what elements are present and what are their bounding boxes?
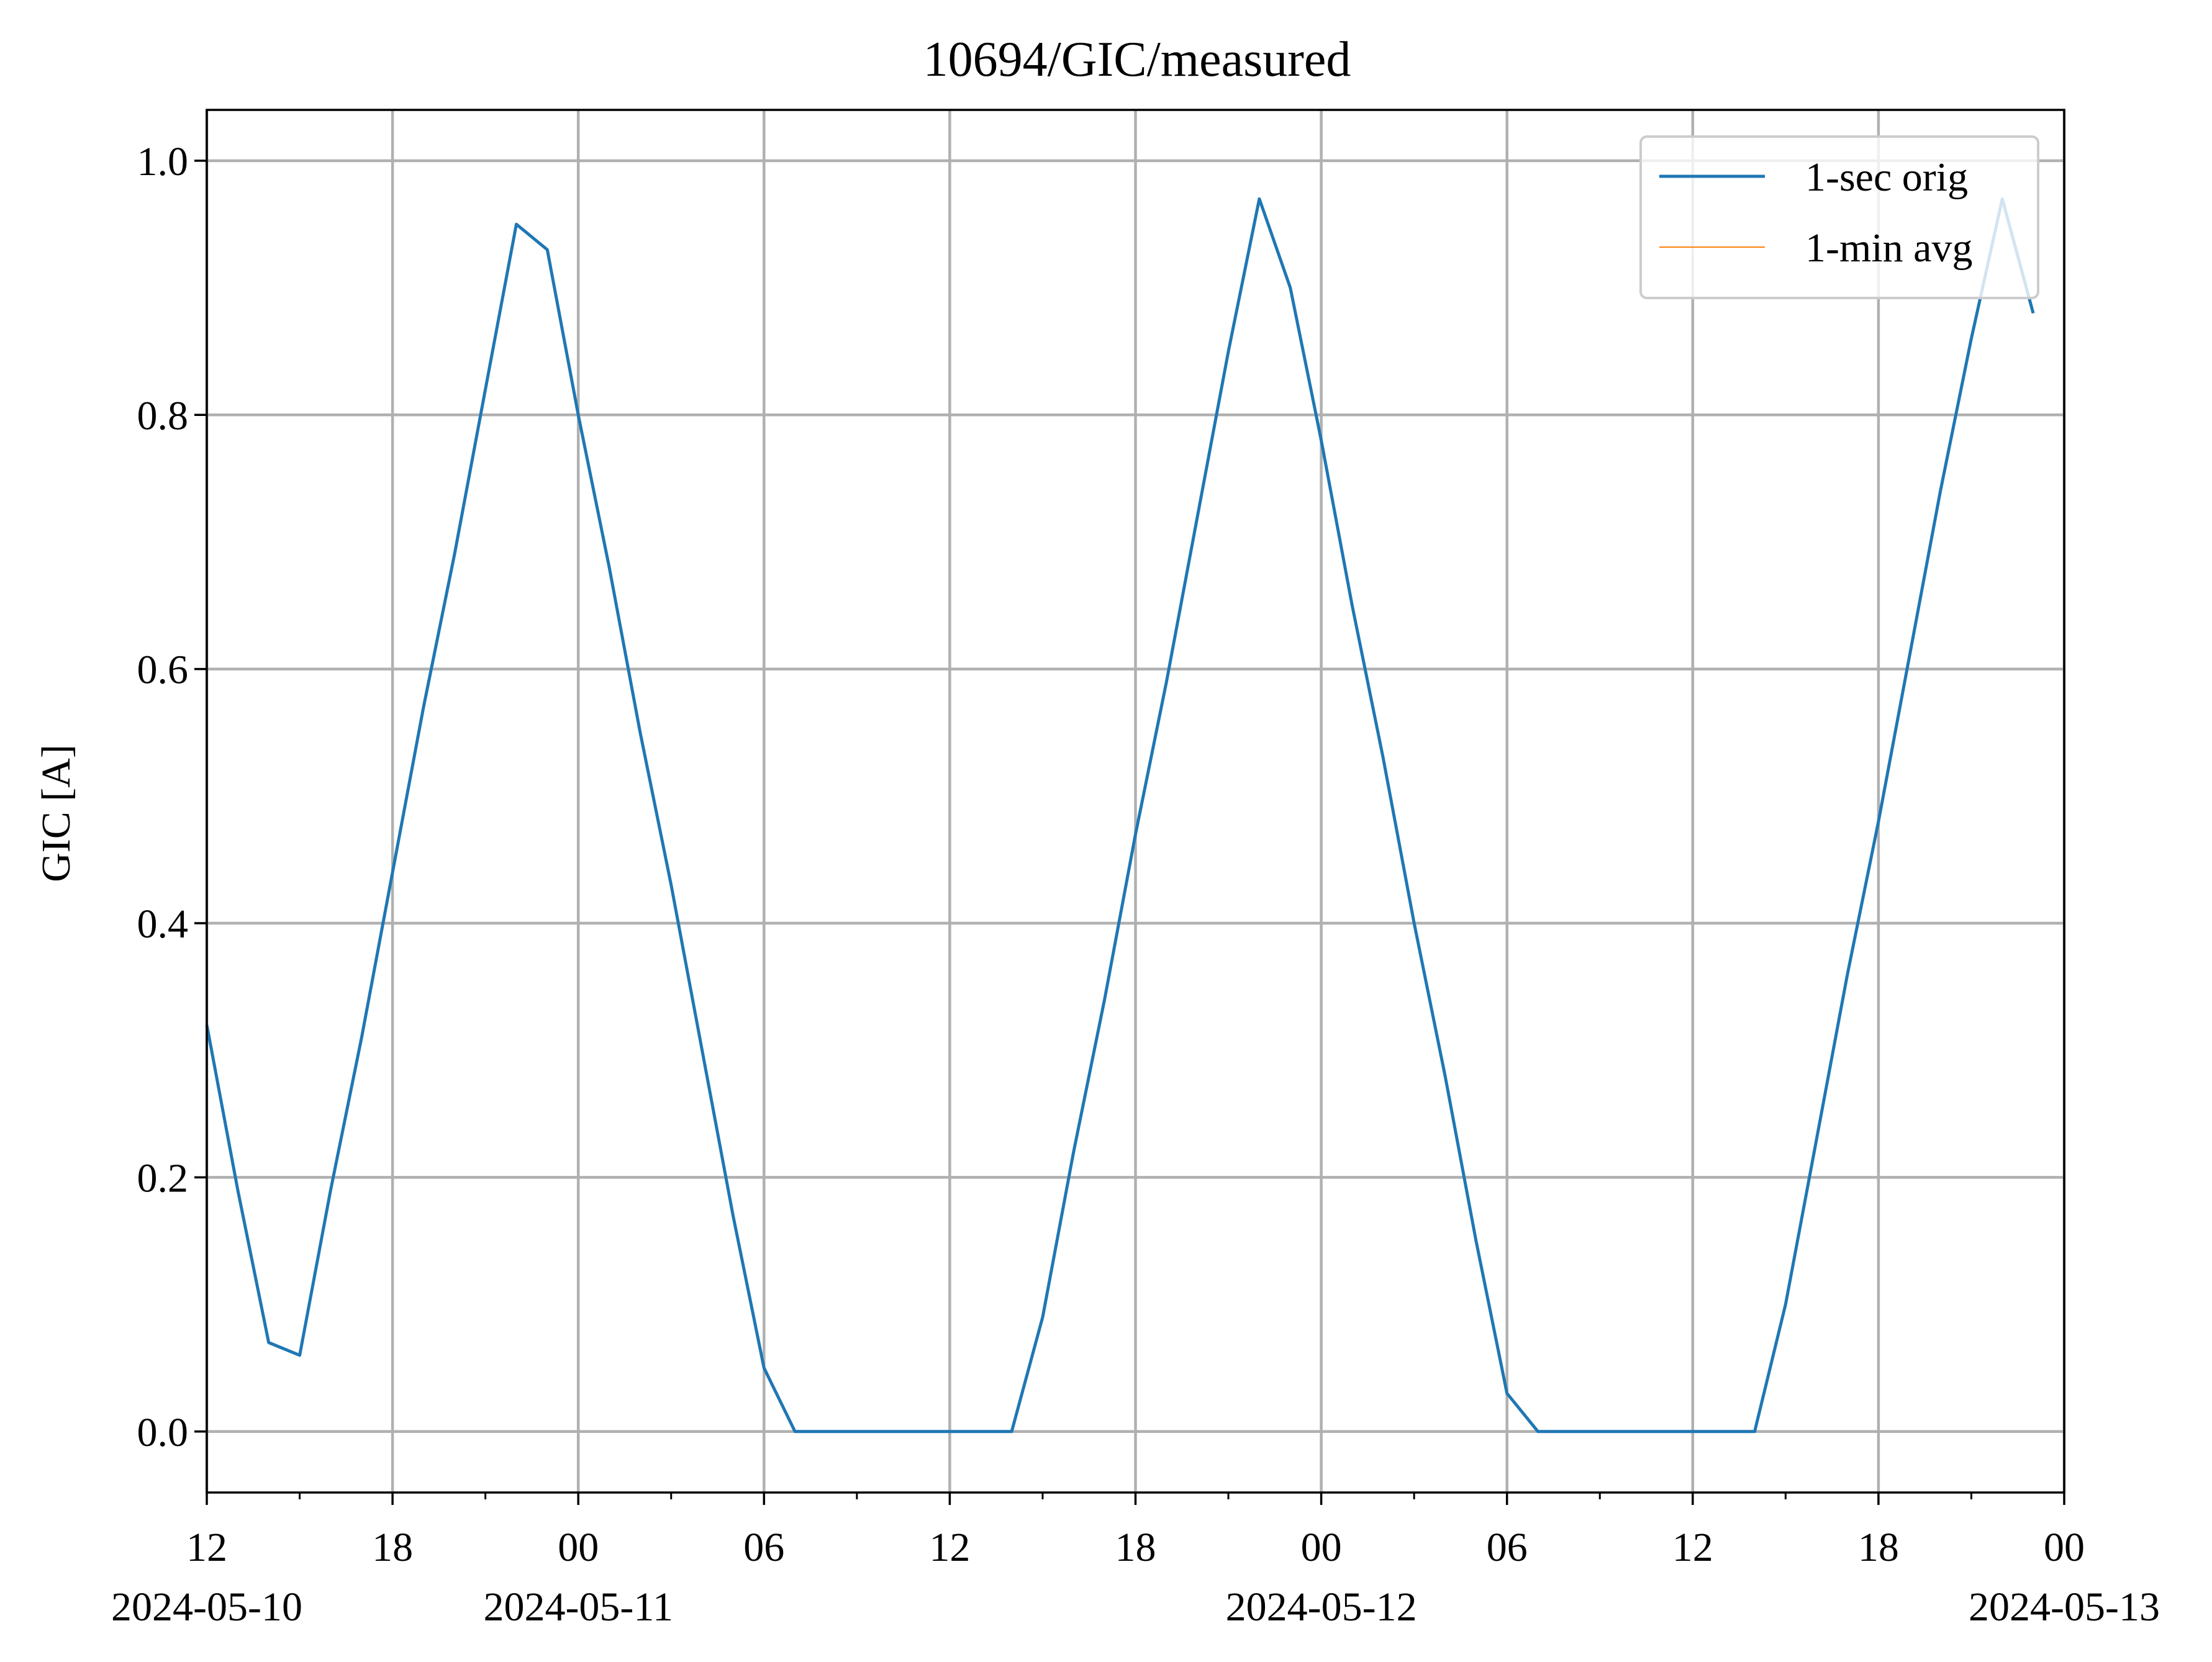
y-tick-label: 0.0 [137,1410,189,1455]
chart-title: 10694/GIC/measured [923,32,1351,87]
y-axis: 0.0 0.2 0.4 0.6 0.8 1.0 [137,139,207,1455]
legend-label-1-min-avg: 1-min avg [1805,225,1972,271]
y-tick-label: 1.0 [137,139,189,184]
x-tick-label: 18 [372,1525,413,1570]
y-tick-label: 0.6 [137,648,189,693]
x-tick-label: 12 [186,1525,227,1570]
x-tick-label: 00 [1301,1525,1342,1570]
x-tick-label: 18 [1115,1525,1156,1570]
series-line-0 [205,197,2035,1434]
x-tick-date-label: 2024-05-10 [111,1584,302,1630]
x-tick-date-label: 2024-05-11 [483,1584,673,1630]
series-layer [205,197,2035,1434]
legend-label-1-sec-orig: 1-sec orig [1805,155,1968,200]
x-tick-label: 12 [1672,1525,1713,1570]
y-tick-label: 0.4 [137,901,189,947]
y-tick-label: 0.2 [137,1155,189,1201]
x-tick-label: 06 [1487,1525,1528,1570]
x-axis: 12 2024-05-10 18 00 2024-05-11 06 12 18 00 2024-0… [111,1493,2160,1630]
x-tick-label: 12 [929,1525,970,1570]
x-tick-label: 06 [743,1525,784,1570]
x-tick-date-label: 2024-05-12 [1226,1584,1417,1630]
y-axis-label: GIC [A] [34,744,79,882]
x-tick-label: 00 [2044,1525,2085,1570]
x-tick-label: 18 [1858,1525,1899,1570]
x-tick-date-label: 2024-05-13 [1969,1584,2160,1630]
x-tick-label: 00 [558,1525,599,1570]
legend: 1-sec orig 1-min avg [1639,135,2039,299]
y-tick-label: 0.8 [137,393,189,438]
